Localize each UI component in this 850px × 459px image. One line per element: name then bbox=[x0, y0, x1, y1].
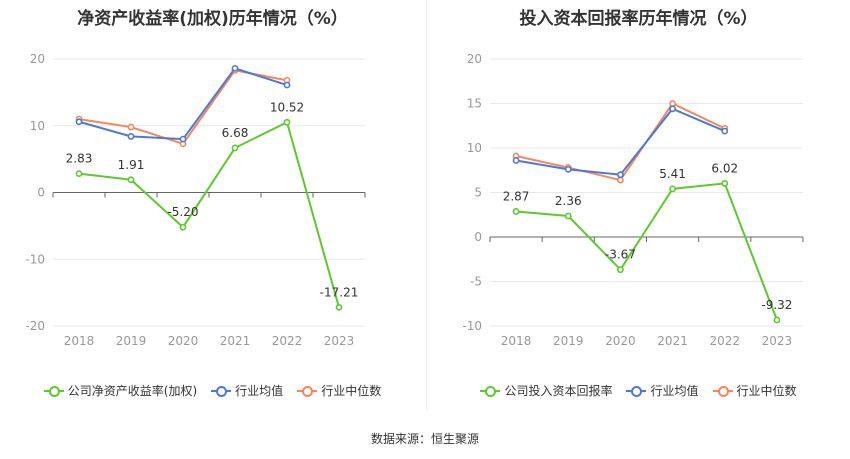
legend-label: 公司投入资本回报率 bbox=[504, 384, 613, 398]
data-label: 1.91 bbox=[118, 158, 145, 172]
y-tick-label: 10 bbox=[30, 119, 45, 133]
data-point bbox=[179, 223, 187, 231]
data-label: -5.20 bbox=[167, 205, 198, 219]
legend-item[interactable]: 公司投入资本回报率 bbox=[480, 382, 612, 399]
chart-title: 净资产收益率(加权)历年情况（%） bbox=[77, 9, 348, 29]
data-label: -3.67 bbox=[605, 248, 636, 262]
series-line bbox=[78, 120, 340, 308]
legend-item[interactable]: 行业中位数 bbox=[712, 382, 797, 399]
data-point bbox=[127, 176, 135, 184]
legend-label: 行业中位数 bbox=[321, 384, 382, 398]
legend-swatch bbox=[712, 385, 733, 397]
data-point bbox=[179, 135, 187, 143]
x-tick-label: 2022 bbox=[272, 334, 303, 348]
x-tick-label: 2019 bbox=[116, 334, 147, 348]
data-point bbox=[231, 144, 239, 152]
legend-item[interactable]: 行业中位数 bbox=[297, 382, 381, 399]
x-tick-label: 2021 bbox=[220, 334, 251, 348]
data-point bbox=[773, 316, 781, 324]
data-label: 2.87 bbox=[503, 189, 530, 203]
roic-chart-plot: -10 -5 0 5 10 15 20 2018 2019 2020 2021 2022 2023 2.8… bbox=[462, 52, 804, 348]
y-tick-label: -20 bbox=[25, 319, 45, 333]
data-label: 6.02 bbox=[711, 161, 738, 175]
data-point bbox=[669, 185, 676, 193]
data-point bbox=[721, 127, 729, 135]
data-point bbox=[617, 171, 624, 179]
chart-legend: 公司投入资本回报率 行业均值 行业中位数 bbox=[427, 382, 850, 399]
x-tick-label: 2020 bbox=[605, 334, 636, 348]
x-tick-label: 2022 bbox=[709, 334, 740, 348]
data-point bbox=[669, 100, 676, 107]
legend-label: 公司净资产收益率(加权) bbox=[67, 384, 198, 398]
legend-swatch bbox=[626, 385, 647, 397]
data-point bbox=[127, 133, 135, 140]
legend-item[interactable]: 行业均值 bbox=[211, 382, 283, 399]
data-point bbox=[283, 118, 291, 126]
y-tick-label: 0 bbox=[37, 186, 45, 200]
legend-swatch bbox=[297, 385, 318, 397]
y-tick-label: 20 bbox=[30, 52, 45, 66]
legend-swatch bbox=[43, 385, 64, 397]
legend-item[interactable]: 行业均值 bbox=[626, 382, 699, 399]
data-label: -17.21 bbox=[320, 285, 359, 299]
x-tick-label: 2020 bbox=[168, 334, 199, 348]
series-line bbox=[78, 67, 288, 141]
chart-title: 投入资本回报率历年情况（%） bbox=[519, 9, 758, 29]
series-line bbox=[515, 182, 778, 321]
x-tick-label: 2021 bbox=[657, 334, 688, 348]
data-point bbox=[75, 118, 83, 126]
panel-divider bbox=[426, 0, 427, 410]
data-point bbox=[721, 180, 729, 187]
y-tick-label: 0 bbox=[474, 230, 482, 244]
y-tick-label: 5 bbox=[474, 186, 482, 200]
data-point bbox=[283, 81, 291, 89]
data-label: 5.41 bbox=[659, 167, 686, 181]
series-line bbox=[515, 102, 726, 182]
roe-chart-plot: -20 -10 0 10 20 2018 2019 2020 2021 2022 2023 2.83 1… bbox=[25, 52, 366, 348]
data-point bbox=[669, 105, 676, 113]
y-tick-label: 20 bbox=[467, 52, 482, 66]
legend-swatch bbox=[480, 385, 501, 397]
data-label: 2.36 bbox=[555, 194, 582, 208]
data-point bbox=[127, 123, 135, 131]
series-line bbox=[515, 107, 726, 176]
x-tick-label: 2019 bbox=[553, 334, 584, 348]
series-line bbox=[78, 69, 288, 145]
data-point bbox=[335, 303, 343, 311]
data-point bbox=[617, 266, 624, 274]
y-tick-label: -10 bbox=[462, 319, 482, 333]
legend-label: 行业均值 bbox=[650, 384, 699, 398]
data-point bbox=[231, 64, 239, 72]
roe-chart-panel: 净资产收益率(加权)历年情况（%） -20 -10 0 10 20 2018 2019 202… bbox=[0, 0, 425, 420]
legend-label: 行业均值 bbox=[235, 384, 284, 398]
data-label: 10.52 bbox=[270, 100, 304, 114]
x-tick-label: 2018 bbox=[501, 334, 532, 348]
data-point bbox=[617, 176, 624, 184]
data-point bbox=[564, 165, 572, 173]
roic-chart-panel: 投入资本回报率历年情况（%） -10 -5 0 5 10 15 20 2018 2019 2020… bbox=[427, 0, 850, 420]
data-label: 2.83 bbox=[66, 152, 93, 166]
legend-item[interactable]: 公司净资产收益率(加权) bbox=[43, 382, 198, 399]
data-point bbox=[512, 208, 520, 215]
x-tick-label: 2018 bbox=[64, 334, 95, 348]
data-label: 6.68 bbox=[222, 126, 249, 140]
y-tick-label: 15 bbox=[467, 97, 482, 111]
chart-legend: 公司净资产收益率(加权) 行业均值 行业中位数 bbox=[0, 382, 425, 399]
y-tick-label: -5 bbox=[470, 275, 482, 289]
y-tick-label: 10 bbox=[467, 141, 482, 155]
legend-label: 行业中位数 bbox=[736, 384, 797, 398]
y-tick-label: -10 bbox=[25, 252, 45, 266]
x-tick-label: 2023 bbox=[324, 334, 355, 348]
data-point bbox=[564, 212, 572, 220]
data-label: -9.32 bbox=[761, 298, 792, 312]
data-point bbox=[512, 157, 520, 164]
data-point bbox=[75, 170, 83, 178]
x-tick-label: 2023 bbox=[762, 334, 793, 348]
data-source-note: 数据来源：恒生聚源 bbox=[370, 432, 479, 446]
legend-swatch bbox=[211, 385, 232, 397]
